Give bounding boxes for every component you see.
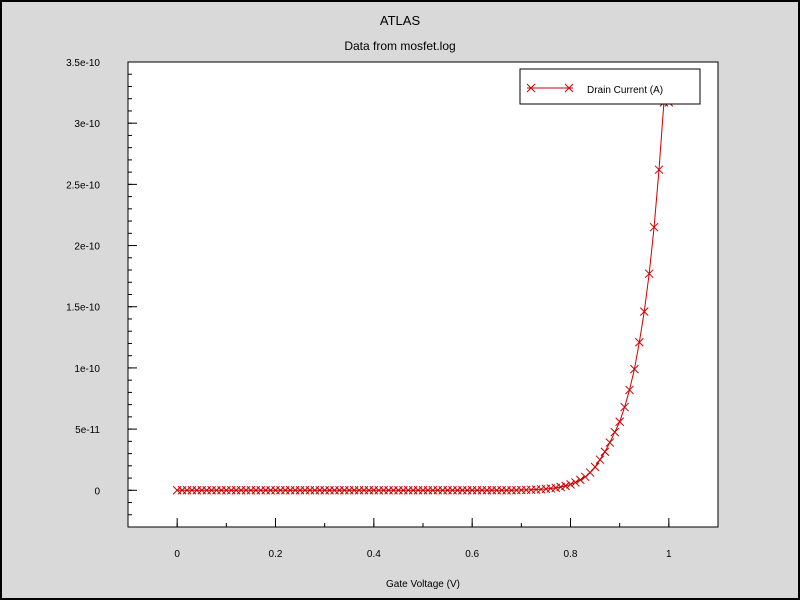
data-point-marker (566, 480, 575, 489)
data-point-marker (649, 222, 659, 232)
y-tick-label: 1.5e-10 (66, 303, 100, 314)
legend-label: Drain Current (A) (587, 85, 663, 96)
data-point-marker (639, 307, 649, 316)
chart-title: ATLAS (380, 13, 421, 28)
x-axis-label: Gate Voltage (V) (386, 579, 460, 590)
series-layer (172, 98, 674, 495)
data-point-marker (605, 438, 615, 447)
chart-subtitle: Data from mosfet.log (344, 39, 455, 53)
x-tick-label: 1 (666, 549, 672, 560)
data-point-marker (620, 402, 629, 412)
data-point-marker (644, 269, 654, 279)
legend-marker (526, 83, 536, 93)
data-point-marker (561, 481, 570, 491)
y-tick-label: 3e-10 (74, 119, 100, 130)
data-point-marker (571, 478, 580, 487)
y-tick-label: 3.5e-10 (66, 58, 100, 69)
x-tick-label: 0.6 (465, 549, 479, 560)
y-tick-label: 1e-10 (74, 364, 100, 375)
y-tick-label: 2.5e-10 (66, 180, 100, 191)
data-point-marker (615, 417, 625, 427)
data-point-marker (595, 455, 605, 465)
x-axis: 0 0.2 0.4 0.6 0.8 1 (174, 518, 672, 560)
y-tick-label: 5e-11 (75, 425, 100, 436)
data-point-marker (630, 364, 639, 374)
x-tick-label: 0.2 (269, 549, 283, 560)
y-axis: 0 5e-11 1e-10 1.5e-10 2e-10 2.5e-10 3e-10 3.5e-… (66, 58, 137, 528)
legend-box (519, 68, 701, 105)
x-tick-label: 0.4 (367, 549, 381, 560)
data-point-marker (600, 447, 610, 457)
x-tick-label: 0.8 (564, 549, 578, 560)
data-point-marker (625, 385, 634, 395)
legend: Drain Current (A) (519, 68, 701, 105)
data-point-marker (590, 462, 600, 472)
data-point-marker (575, 475, 585, 485)
x-tick-label: 0 (174, 549, 180, 560)
y-tick-label: 2e-10 (74, 242, 100, 253)
legend-marker (564, 83, 574, 93)
data-point-marker (634, 337, 644, 347)
data-point-marker (654, 165, 664, 175)
y-tick-label: 0 (94, 486, 100, 497)
plot-area (127, 61, 719, 528)
data-point-marker (610, 427, 620, 437)
legend-markers (526, 83, 574, 93)
